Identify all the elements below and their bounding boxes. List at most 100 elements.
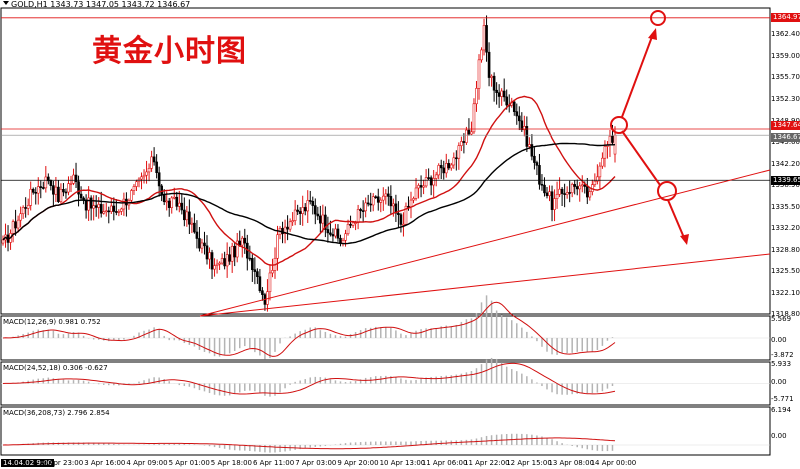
candle-body (387, 193, 390, 197)
annotation-circle-current (610, 116, 628, 134)
main-panel-frame (0, 7, 771, 315)
candle-body (475, 88, 478, 105)
candle-body (94, 205, 98, 208)
candle-body (437, 165, 441, 176)
candle-body (497, 92, 501, 97)
candle-body (228, 254, 231, 262)
candle-body (203, 242, 206, 247)
candle-body (180, 202, 184, 211)
price-tick-label: 1332.20 (771, 224, 800, 233)
candle-body (502, 90, 506, 98)
candle-body (331, 234, 335, 237)
candle-body (517, 115, 521, 122)
candle-body (580, 184, 584, 187)
candle-body (170, 197, 174, 208)
macd-tick-label: 5.933 (771, 360, 792, 368)
candle-body (351, 222, 355, 226)
candle-body (548, 191, 551, 196)
time-tick-label: 14.04.02 9:00 (1, 459, 55, 467)
time-tick-label: 5 Apr 18:00 (210, 459, 252, 467)
candle-body (283, 226, 287, 235)
candle-body (495, 89, 498, 93)
candle-body (543, 184, 546, 194)
candle-body (177, 202, 181, 207)
candle-body (188, 211, 191, 225)
candle-body (79, 193, 83, 199)
time-tick-label: 11 Apr 06:00 (421, 459, 468, 467)
candle-body (109, 205, 113, 212)
candle-body (397, 212, 400, 215)
candle-body (296, 209, 299, 212)
price-tick-label: 1335.50 (771, 202, 800, 211)
candle-body (422, 185, 425, 188)
dropdown-icon[interactable] (3, 1, 9, 5)
price-tick-label: 1362.40 (771, 30, 800, 39)
time-tick-label: 3 Apr 16:00 (84, 459, 126, 467)
candle-body (130, 190, 133, 201)
candle-body (485, 25, 488, 53)
candle-body (52, 185, 55, 195)
candle-body (575, 186, 579, 190)
candle-body (117, 211, 121, 213)
candle-body (533, 155, 536, 163)
macd-tick-label: 0.00 (771, 378, 787, 386)
price-marker-ask: 1347.64 (771, 120, 800, 130)
candle-body (87, 197, 90, 211)
price-tick-label: 1359.00 (771, 52, 800, 61)
candle-body (439, 165, 443, 169)
time-tick-label: 14 Apr 00:00 (590, 459, 637, 467)
candle-body (41, 187, 45, 189)
candle-body (460, 141, 463, 146)
candle-body (407, 205, 410, 208)
candle-body (145, 171, 148, 176)
candle-body (167, 200, 171, 208)
price-marker-top: 1364.97 (771, 13, 800, 23)
candle-body (349, 223, 352, 226)
candle-body (251, 258, 254, 271)
ma-slow-line (2, 142, 616, 245)
candle-body (102, 211, 106, 214)
candle-body (185, 211, 189, 221)
candle-body (550, 191, 554, 210)
candle-body (258, 276, 262, 292)
candle-body (535, 162, 539, 166)
candle-body (470, 131, 473, 135)
candle-body (172, 196, 176, 199)
candle-body (477, 59, 481, 89)
macd-tick-label: 5.569 (771, 315, 792, 323)
candle-body (419, 185, 423, 188)
candle-body (240, 237, 244, 246)
candle-body (19, 213, 22, 221)
candle-body (344, 233, 347, 241)
candle-body (457, 145, 461, 159)
candle-body (193, 222, 196, 233)
symbol-info: GOLD,H1 1343.73 1347.05 1343.72 1346.67 (3, 0, 190, 9)
candle-body (585, 186, 589, 198)
annotation-arrow-down-2 (667, 199, 686, 241)
candle-body (596, 176, 599, 182)
macd2-signal-line (2, 362, 616, 395)
candle-body (427, 177, 430, 179)
candle-body (268, 272, 272, 293)
candle-body (140, 176, 143, 180)
candle-body (104, 210, 108, 213)
candle-body (276, 234, 279, 259)
annotation-arrow-up (621, 33, 654, 118)
candle-body (135, 181, 138, 187)
candle-body (462, 141, 466, 143)
candle-body (11, 221, 15, 234)
candle-body (472, 103, 476, 133)
candle-body (293, 209, 297, 221)
candle-body (155, 161, 158, 173)
macd3-signal-line (2, 437, 616, 450)
candle-body (321, 214, 325, 224)
price-tick-label: 1322.10 (771, 288, 800, 297)
candle-body (89, 197, 93, 209)
candle-body (34, 192, 38, 194)
candle-body (449, 164, 453, 169)
candle-body (26, 205, 30, 209)
candle-body (336, 228, 340, 239)
candle-body (538, 165, 541, 185)
candle-body (47, 176, 50, 182)
